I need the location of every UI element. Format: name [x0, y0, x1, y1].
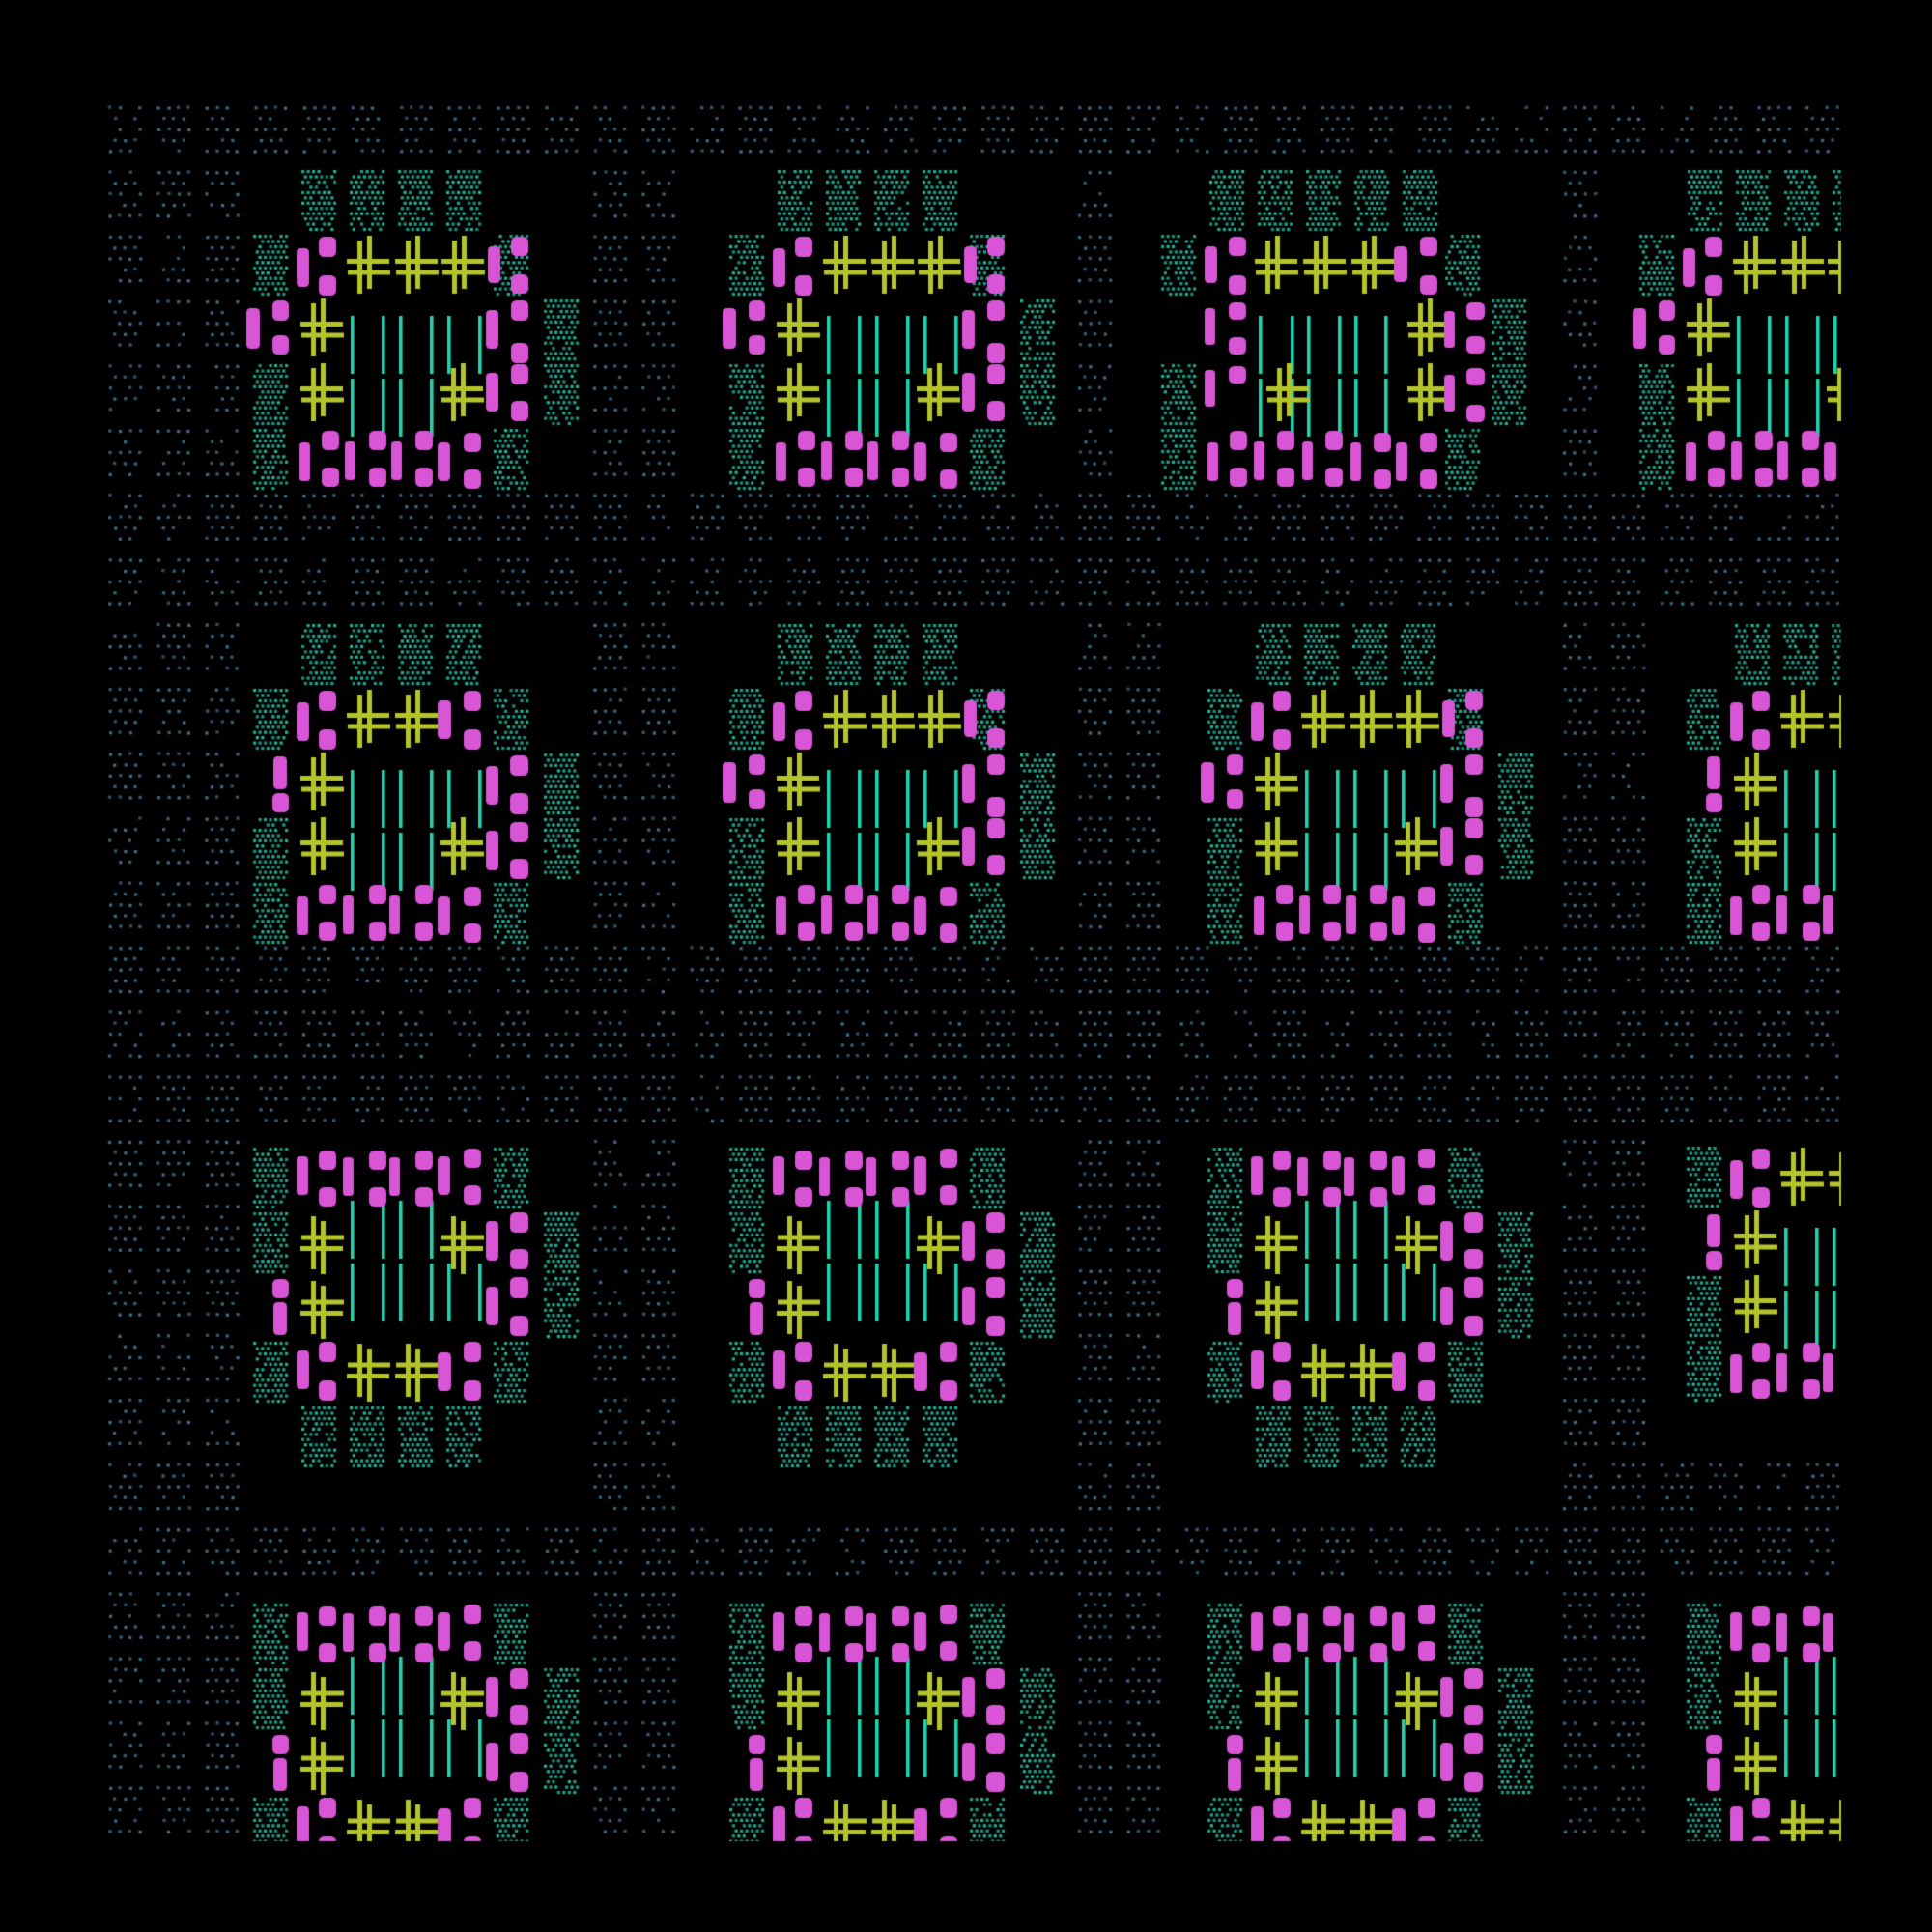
generative-artwork: [0, 0, 1932, 1932]
pattern-canvas: [0, 0, 1932, 1932]
